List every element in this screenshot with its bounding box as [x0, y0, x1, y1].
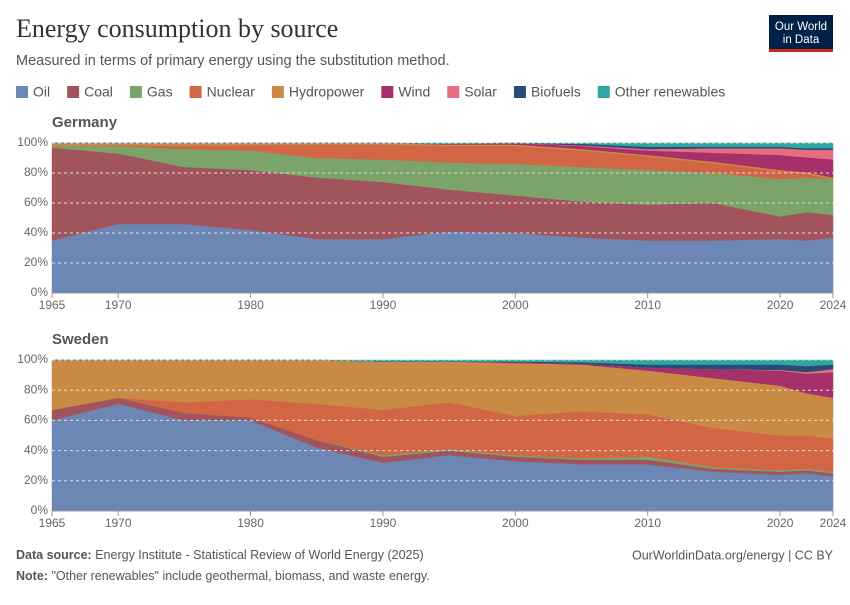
x-tick-label: 2000	[502, 298, 529, 312]
panel-title: Sweden	[52, 331, 109, 348]
source: Data source: Energy Institute - Statisti…	[16, 548, 424, 562]
legend-swatch	[189, 86, 202, 98]
x-tick-label: 2020	[767, 298, 794, 312]
y-tick-label: 100%	[17, 135, 48, 149]
y-tick-label: 0%	[31, 285, 49, 299]
y-tick-label: 60%	[24, 195, 48, 209]
logo-text: in Data	[783, 34, 820, 46]
y-tick-label: 80%	[24, 382, 48, 396]
y-tick-label: 20%	[24, 473, 48, 487]
legend-label: Other renewables	[615, 84, 726, 100]
legend-label: Coal	[84, 84, 113, 100]
y-tick-label: 60%	[24, 413, 48, 427]
x-tick-label: 2024	[820, 298, 847, 312]
x-tick-label: 2024	[820, 516, 847, 530]
legend-swatch	[271, 86, 284, 98]
note: Note: "Other renewables" include geother…	[16, 569, 430, 583]
x-tick-label: 1970	[105, 516, 132, 530]
x-tick-label: 1990	[370, 298, 397, 312]
legend-label: Nuclear	[207, 84, 256, 100]
y-tick-label: 100%	[17, 352, 48, 366]
area-other-renewables	[52, 359, 834, 367]
y-tick-label: 80%	[24, 165, 48, 179]
legend-swatch	[447, 86, 460, 98]
x-tick-label: 2010	[634, 516, 661, 530]
title: Energy consumption by source	[16, 14, 338, 43]
source-label: Data source:	[16, 548, 92, 562]
x-tick-label: 1965	[39, 516, 66, 530]
panel-title: Germany	[52, 114, 118, 131]
x-tick-label: 2010	[634, 298, 661, 312]
x-tick-label: 1990	[370, 516, 397, 530]
x-tick-label: 2000	[502, 516, 529, 530]
legend-label: Biofuels	[531, 84, 581, 100]
logo-text: Our World	[775, 21, 827, 33]
x-tick-label: 1980	[237, 298, 264, 312]
legend-label: Hydropower	[289, 84, 365, 100]
source-text: Energy Institute - Statistical Review of…	[95, 548, 423, 562]
subtitle: Measured in terms of primary energy usin…	[16, 53, 450, 69]
legend-swatch	[16, 86, 28, 98]
y-tick-label: 0%	[31, 503, 49, 517]
legend-swatch	[597, 86, 610, 98]
legend-swatch	[381, 86, 394, 98]
x-tick-label: 2020	[767, 516, 794, 530]
legend-label: Solar	[464, 84, 497, 100]
x-tick-label: 1980	[237, 516, 264, 530]
y-tick-label: 20%	[24, 255, 48, 269]
note-label: Note:	[16, 569, 48, 583]
note-text: "Other renewables" include geothermal, b…	[51, 569, 429, 583]
logo[interactable]	[769, 15, 833, 52]
legend-swatch	[513, 86, 526, 98]
legend-label: Gas	[147, 84, 173, 100]
area-other-renewables	[52, 142, 834, 149]
y-tick-label: 40%	[24, 443, 48, 457]
legend-label: Oil	[33, 84, 50, 100]
legend-label: Wind	[398, 84, 430, 100]
legend-swatch	[67, 86, 80, 98]
areas	[51, 142, 834, 294]
link[interactable]: OurWorldinData.org/energy | CC BY	[632, 548, 834, 562]
x-tick-label: 1970	[105, 298, 132, 312]
logo-bar	[769, 49, 833, 52]
legend-swatch	[129, 86, 142, 98]
x-tick-label: 1965	[39, 298, 66, 312]
y-tick-label: 40%	[24, 225, 48, 239]
areas	[51, 359, 834, 512]
